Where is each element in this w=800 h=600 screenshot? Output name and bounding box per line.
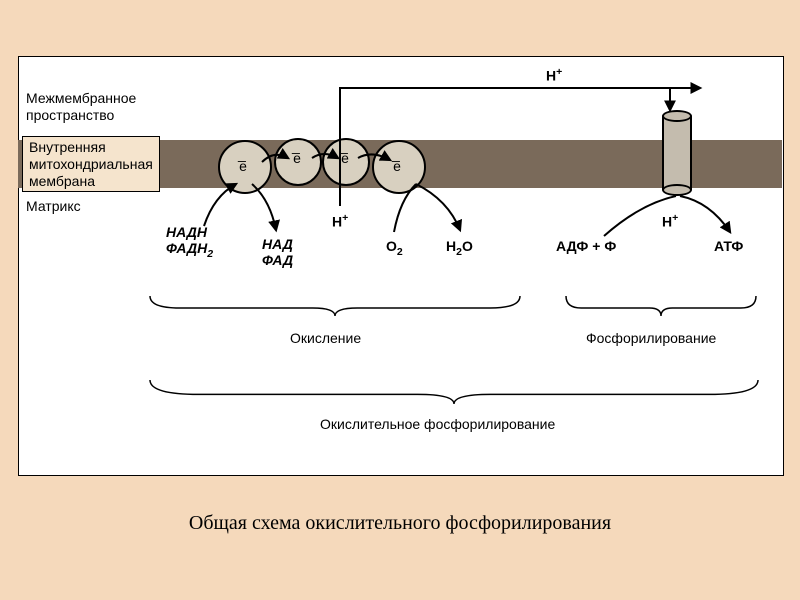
label-h-plus-top: H+ (546, 66, 562, 84)
electron-label-4: e (388, 158, 406, 174)
label-adp-p: АДФ + Ф (556, 238, 616, 255)
label-fad: ФАД (262, 252, 293, 269)
label-h2o: H2O (446, 238, 473, 258)
electron-label-1: e (234, 158, 252, 174)
label-phosphorylation: Фосфорилирование (586, 330, 716, 347)
label-nadh: НАДН (166, 224, 207, 241)
caption: Общая схема окислительного фосфорилирова… (0, 512, 800, 535)
label-oxidation: Окисление (290, 330, 361, 347)
label-h-plus-mid: H+ (332, 212, 348, 230)
label-fadh2: ФАДН2 (166, 240, 213, 260)
label-nad: НАД (262, 236, 293, 253)
atp-synthase-top (662, 110, 692, 122)
atp-synthase-bottom (662, 184, 692, 196)
label-inner-membrane: Внутренняя митохондриальная мембрана (22, 136, 160, 192)
diagram-canvas: Межмембранное пространство Внутренняя ми… (0, 0, 800, 600)
label-h-plus-synthase: H+ (662, 212, 678, 230)
atp-synthase-body (662, 116, 692, 190)
label-intermembrane-space: Межмембранное пространство (26, 90, 136, 124)
electron-label-2: e (288, 150, 306, 166)
label-oxidative-phosphorylation: Окислительное фосфорилирование (320, 416, 555, 433)
atp-synthase (662, 116, 692, 190)
label-matrix: Матрикс (26, 198, 81, 215)
label-atp: АТФ (714, 238, 743, 255)
electron-label-3: e (336, 150, 354, 166)
label-o2: O2 (386, 238, 403, 258)
